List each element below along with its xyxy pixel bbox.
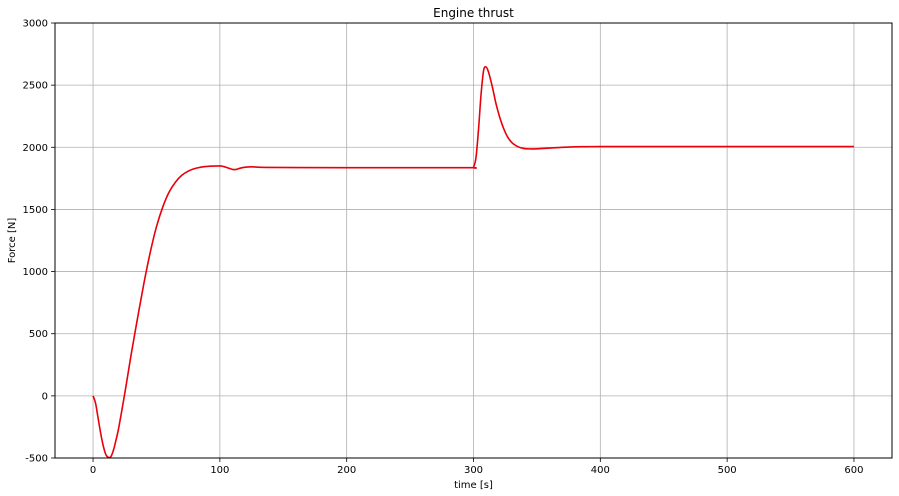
chart-title: Engine thrust [433,6,514,20]
y-tick-label: 2000 [23,143,48,154]
x-tick-label: 400 [591,465,610,476]
y-tick-label: 0 [42,391,48,402]
y-tick-label: 3000 [23,19,48,30]
x-tick-label: 100 [210,465,229,476]
y-tick-label: -500 [25,454,48,465]
y-tick-label: 2500 [23,81,48,92]
axis-ticks: 0 100 200 300 400 500 600 -500 0 500 1000 1500 2000 2… [23,19,864,477]
plot-lines [92,65,854,459]
x-tick-label: 500 [718,465,737,476]
x-tick-label: 0 [90,465,96,476]
thrust-line [92,65,854,459]
x-tick-label: 600 [844,465,863,476]
x-tick-label: 300 [464,465,483,476]
x-axis-title: time [s] [454,480,493,491]
y-tick-label: 1500 [23,205,48,216]
x-tick-label: 200 [337,465,356,476]
y-tick-label: 500 [29,329,48,340]
y-axis-title: Force [N] [7,218,18,264]
y-tick-label: 1000 [23,267,48,278]
